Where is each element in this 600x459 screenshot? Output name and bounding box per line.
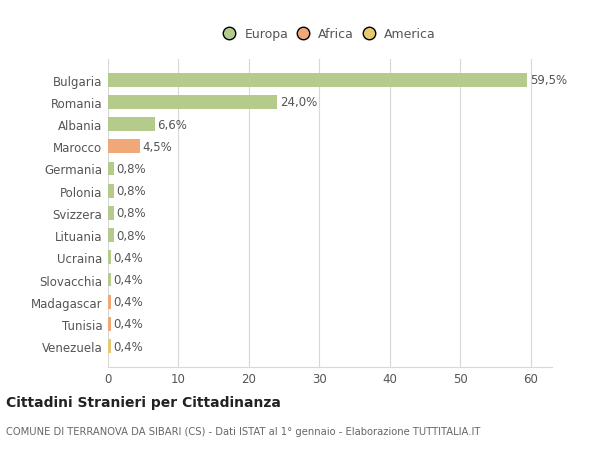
Text: 0,8%: 0,8% (116, 185, 146, 198)
Text: 0,4%: 0,4% (113, 296, 143, 308)
Text: 0,4%: 0,4% (113, 318, 143, 330)
Bar (108, 229, 113, 242)
Text: 0,4%: 0,4% (113, 340, 143, 353)
Bar (108, 185, 113, 198)
Text: 6,6%: 6,6% (157, 118, 187, 131)
Bar (108, 273, 111, 287)
Bar (108, 251, 111, 264)
Bar (108, 73, 527, 87)
Text: 0,8%: 0,8% (116, 229, 146, 242)
Text: 59,5%: 59,5% (530, 74, 567, 87)
Text: COMUNE DI TERRANOVA DA SIBARI (CS) - Dati ISTAT al 1° gennaio - Elaborazione TUT: COMUNE DI TERRANOVA DA SIBARI (CS) - Dat… (6, 426, 481, 436)
Text: 0,4%: 0,4% (113, 274, 143, 286)
Text: 0,8%: 0,8% (116, 162, 146, 176)
Text: 0,4%: 0,4% (113, 251, 143, 264)
Bar (108, 118, 155, 132)
Bar (108, 317, 111, 331)
Text: 4,5%: 4,5% (143, 140, 172, 153)
Bar (108, 140, 140, 154)
Bar (108, 340, 111, 353)
Bar (108, 207, 113, 220)
Legend: Europa, Africa, America: Europa, Africa, America (224, 28, 436, 41)
Bar (108, 295, 111, 309)
Text: Cittadini Stranieri per Cittadinanza: Cittadini Stranieri per Cittadinanza (6, 395, 281, 409)
Bar (108, 96, 277, 110)
Bar (108, 162, 113, 176)
Text: 0,8%: 0,8% (116, 207, 146, 220)
Text: 24,0%: 24,0% (280, 96, 317, 109)
